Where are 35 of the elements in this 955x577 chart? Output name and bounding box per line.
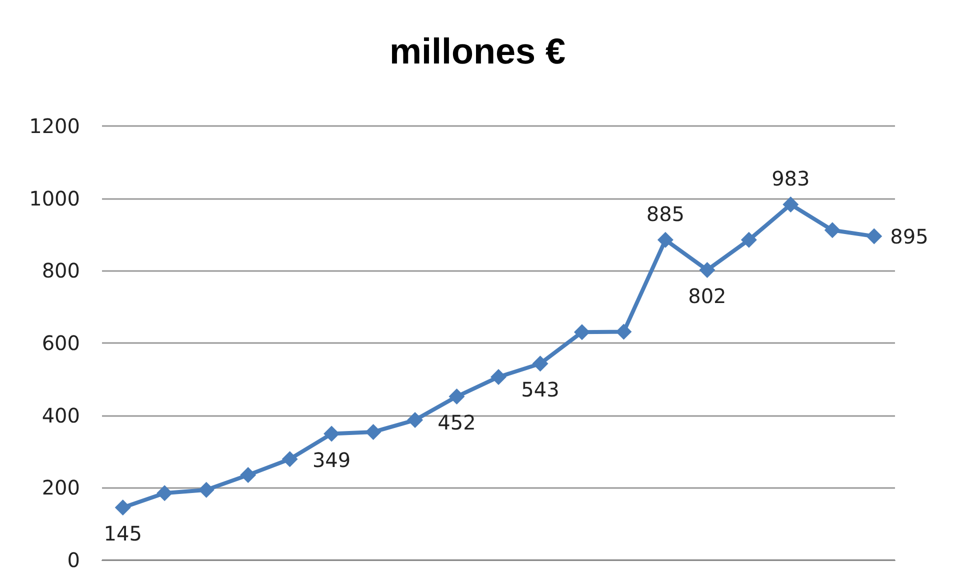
point [240, 467, 256, 484]
data-label: 885 [646, 202, 685, 226]
point [740, 232, 757, 248]
point [824, 222, 840, 238]
point [365, 424, 382, 440]
point [324, 426, 340, 442]
y-tick-label: 200 [42, 476, 80, 500]
point [198, 482, 214, 498]
y-tick-label: 400 [42, 403, 80, 428]
chart-title: millones € [389, 30, 566, 72]
point [490, 368, 506, 385]
data-label: 349 [312, 448, 351, 472]
point [782, 196, 799, 212]
point [616, 324, 632, 340]
point [448, 388, 465, 405]
y-tick-label: 1000 [29, 186, 80, 210]
data-label: 895 [890, 224, 928, 248]
point [574, 324, 590, 340]
y-tick-label: 600 [42, 331, 80, 355]
point [156, 485, 173, 502]
y-tick-label: 1200 [29, 114, 80, 138]
point [407, 412, 424, 428]
point [282, 451, 298, 468]
point [532, 356, 548, 372]
data-label: 452 [438, 410, 476, 435]
y-tick-label: 0 [67, 548, 80, 572]
data-label: 802 [688, 284, 726, 308]
point [657, 232, 674, 248]
data-label: 543 [521, 378, 560, 402]
data-label: 145 [104, 522, 142, 546]
point [699, 262, 716, 278]
data-label: 983 [772, 166, 810, 190]
y-tick-label: 800 [42, 258, 80, 283]
point [866, 228, 882, 244]
point [114, 500, 131, 516]
